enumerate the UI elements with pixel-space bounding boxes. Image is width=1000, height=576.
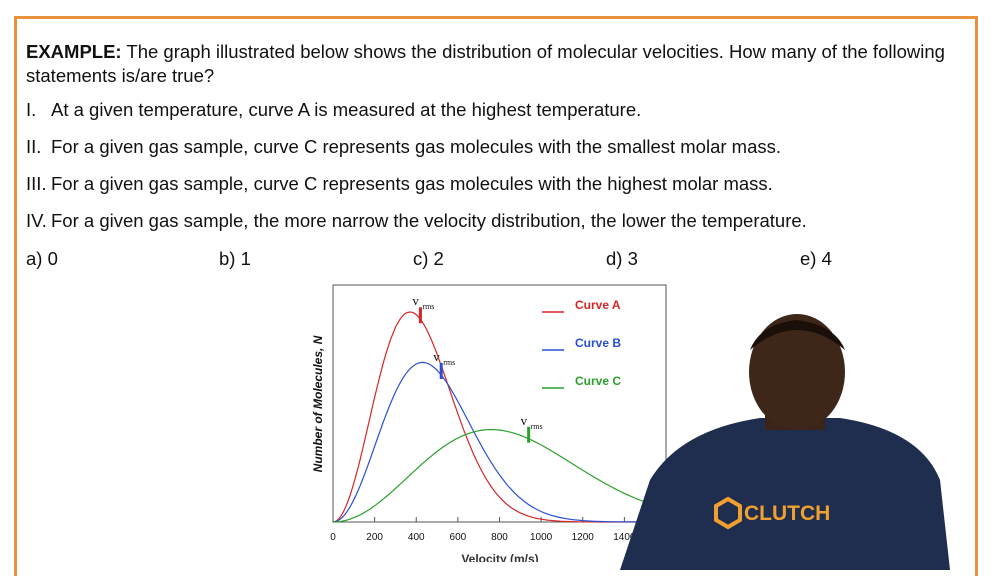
rms-subscript: rms	[531, 422, 543, 431]
option-c[interactable]: c) 2	[413, 248, 444, 269]
clutch-logo-text: CLUTCH	[744, 502, 830, 525]
statement-number: IV.	[26, 210, 47, 231]
statement-1: I. At a given temperature, curve A is mea…	[26, 99, 641, 121]
rms-label: v	[433, 349, 440, 364]
legend-label: Curve B	[575, 336, 621, 350]
x-tick-label: 600	[450, 532, 467, 543]
x-axis-ticks: 0 200 400 600 800 1000 1200 1400	[330, 517, 636, 543]
statement-text: For a given gas sample, curve C represen…	[51, 136, 782, 157]
plot-frame	[332, 284, 667, 523]
statement-text: For a given gas sample, the more narrow …	[51, 210, 807, 231]
chart-legend: Curve A Curve B Curve C	[542, 298, 621, 389]
slide-frame	[14, 16, 978, 576]
presenter-shirt	[620, 418, 950, 570]
x-tick-label: 400	[408, 532, 425, 543]
statement-4: IV. For a given gas sample, the more narr…	[26, 210, 807, 232]
velocity-distribution-chart: Number of Molecules, N 0 200 400 600 800 1000…	[311, 284, 667, 562]
option-b[interactable]: b) 1	[219, 248, 251, 269]
statement-number: II.	[26, 136, 42, 157]
rms-subscript: rms	[422, 302, 434, 311]
statement-text: At a given temperature, curve A is measu…	[51, 99, 642, 120]
clutch-hexagon-icon	[714, 496, 742, 530]
presenter-video: CLUTCH	[620, 314, 950, 570]
presenter-hair	[750, 320, 845, 350]
x-tick-label: 1200	[572, 532, 595, 543]
rms-label: v	[412, 293, 419, 308]
legend-label: Curve A	[575, 298, 621, 312]
statement-number: III.	[26, 173, 47, 194]
presenter-head	[749, 314, 845, 430]
legend-label: Curve C	[575, 374, 621, 388]
option-e[interactable]: e) 4	[800, 248, 832, 269]
x-axis-label: Velocity (m/s)	[461, 552, 538, 562]
rms-subscript: rms	[443, 358, 455, 367]
statement-2: II. For a given gas sample, curve C repre…	[26, 136, 781, 158]
x-tick-label: 1000	[530, 532, 553, 543]
series-line	[332, 361, 666, 523]
option-d[interactable]: d) 3	[606, 248, 638, 269]
y-axis-label: Number of Molecules, N	[311, 335, 325, 472]
x-tick-label: 0	[330, 532, 336, 543]
x-tick-label: 800	[491, 532, 508, 543]
x-tick-label: 1400	[613, 532, 636, 543]
example-label: EXAMPLE:	[26, 41, 122, 62]
statement-number: I.	[26, 99, 37, 120]
question-body: The graph illustrated below shows the di…	[26, 41, 945, 86]
statement-3: III. For a given gas sample, curve C repr…	[26, 173, 773, 195]
series-line	[333, 429, 667, 523]
chart-curves	[332, 311, 667, 523]
question-text: EXAMPLE: The graph illustrated below sho…	[26, 40, 956, 88]
rms-label: v	[521, 413, 528, 428]
statement-text: For a given gas sample, curve C represen…	[51, 173, 773, 194]
x-tick-label: 200	[366, 532, 383, 543]
option-a[interactable]: a) 0	[26, 248, 58, 269]
